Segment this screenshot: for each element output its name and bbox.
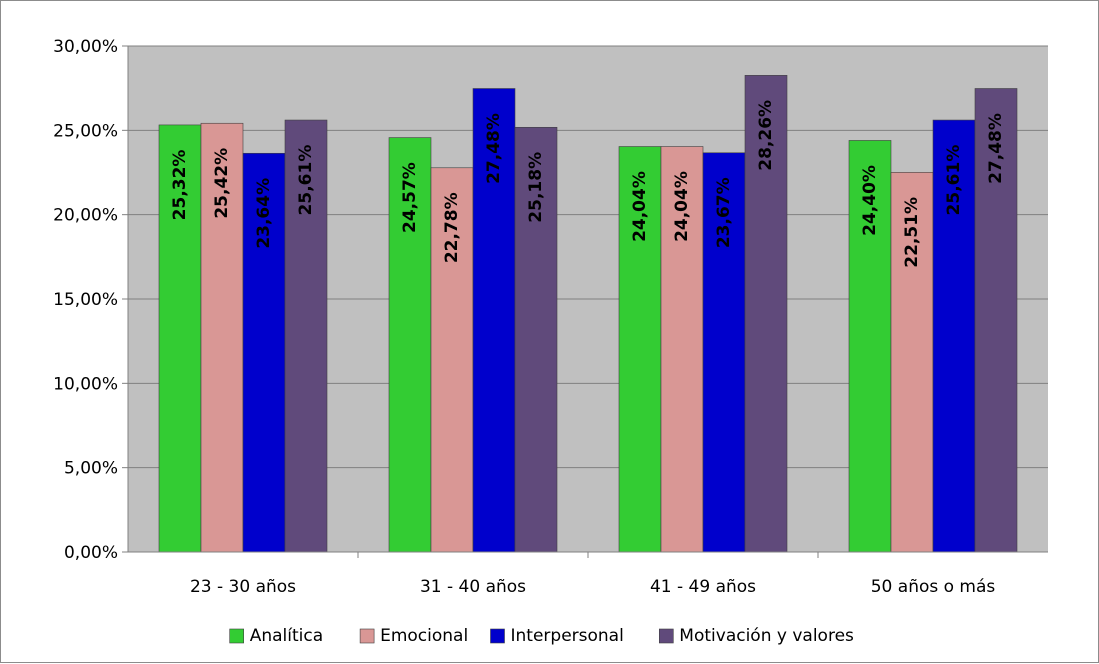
x-category-label: 23 - 30 años xyxy=(190,577,296,597)
bar xyxy=(744,75,788,553)
legend-label: Interpersonal xyxy=(511,626,624,646)
bar xyxy=(472,88,516,553)
legend-swatch xyxy=(490,628,505,644)
data-label: 25,32% xyxy=(170,150,190,221)
data-label: 27,48% xyxy=(986,113,1006,184)
legend-label: Motivación y valores xyxy=(679,626,854,646)
y-tick-label: 0,00% xyxy=(64,543,118,563)
y-tick-label: 15,00% xyxy=(53,290,118,310)
bar xyxy=(890,172,934,553)
data-label: 25,18% xyxy=(526,152,546,223)
data-label: 23,64% xyxy=(254,178,274,249)
bar xyxy=(430,167,474,553)
bar xyxy=(702,152,746,553)
legend-label: Emocional xyxy=(380,626,468,646)
bar xyxy=(848,140,892,553)
legend-item: Emocional xyxy=(359,626,468,646)
x-category-label: 41 - 49 años xyxy=(650,577,756,597)
y-tick-label: 20,00% xyxy=(53,206,118,226)
data-label: 22,51% xyxy=(902,197,922,268)
bar xyxy=(974,88,1018,553)
data-label: 22,78% xyxy=(442,192,462,263)
data-label: 24,04% xyxy=(630,171,650,242)
legend-item: Interpersonal xyxy=(490,626,624,646)
y-tick-label: 10,00% xyxy=(53,374,118,394)
data-label: 25,42% xyxy=(212,148,232,219)
bar xyxy=(660,146,704,553)
y-tick-label: 5,00% xyxy=(64,459,118,479)
legend-item: Analítica xyxy=(229,626,323,646)
x-category-label: 50 años o más xyxy=(871,577,996,597)
y-tick-label: 30,00% xyxy=(53,37,118,57)
data-label: 27,48% xyxy=(484,113,504,184)
data-label: 25,61% xyxy=(296,145,316,216)
legend-label: Analítica xyxy=(250,626,323,646)
bar xyxy=(932,119,976,553)
data-label: 24,04% xyxy=(672,171,692,242)
data-label: 28,26% xyxy=(756,100,776,171)
x-category-label: 31 - 40 años xyxy=(420,577,526,597)
legend-swatch xyxy=(658,628,674,644)
y-tick-label: 25,00% xyxy=(53,121,118,141)
data-label: 25,61% xyxy=(944,145,964,216)
bar xyxy=(618,146,662,553)
data-label: 24,57% xyxy=(400,162,420,233)
legend-swatch xyxy=(359,628,375,644)
legend-item: Motivación y valores xyxy=(658,626,854,646)
legend-swatch xyxy=(229,628,244,644)
data-label: 23,67% xyxy=(714,177,734,248)
data-label: 24,40% xyxy=(860,165,880,236)
bar xyxy=(514,126,558,553)
